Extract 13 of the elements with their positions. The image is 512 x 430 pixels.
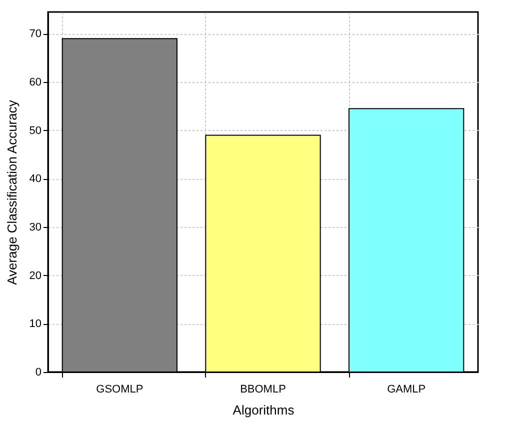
y-tick-label: 60 [29,76,42,89]
x-tick-label: GAMLP [387,384,426,396]
y-tick-label: 0 [35,366,42,378]
y-tick-label: 10 [29,318,42,330]
y-tick-label: 50 [29,124,42,137]
x-tick-label: GSOMLP [96,384,144,396]
y-tick-label: 70 [29,28,42,40]
y-axis-title: Average Classification Accuracy [4,100,20,285]
y-tick-label: 20 [29,270,42,282]
y-tick-label: 40 [29,173,42,186]
y-tick-label: 30 [29,222,42,234]
x-tick-label: BBOMLP [240,384,286,396]
x-axis-title: Algorithms [232,402,295,418]
